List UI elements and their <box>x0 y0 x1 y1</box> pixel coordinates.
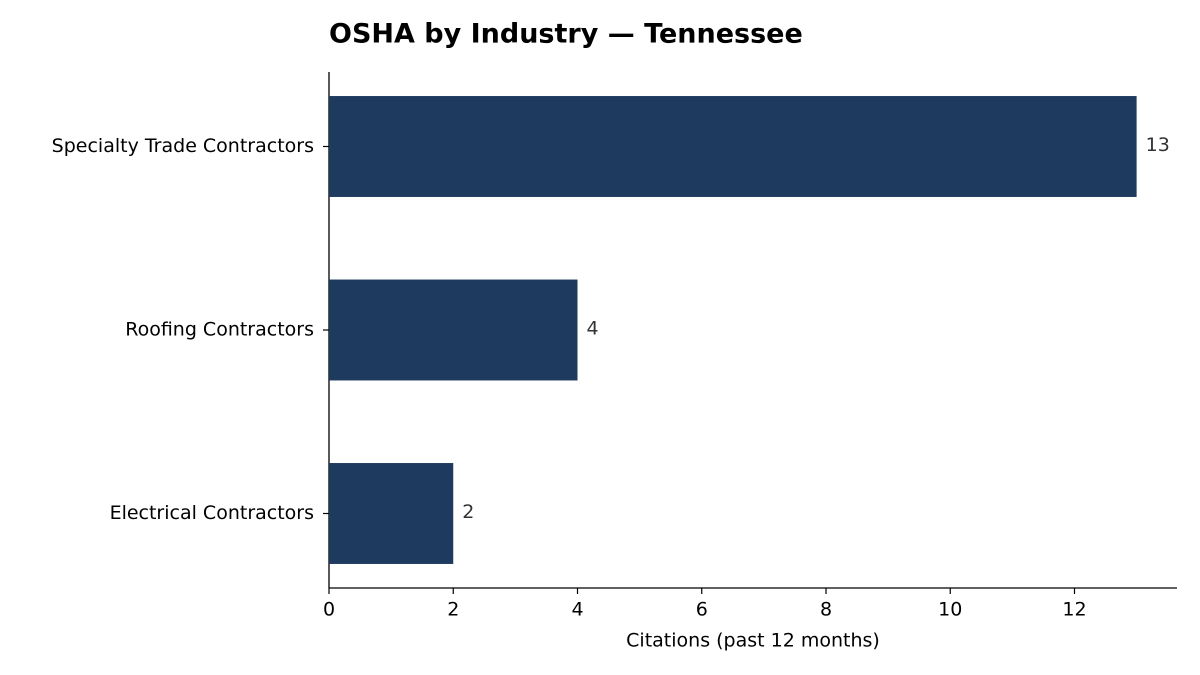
x-tick-label: 6 <box>696 599 708 621</box>
x-tick-label: 4 <box>571 599 583 621</box>
x-tick-label: 12 <box>1062 599 1086 621</box>
bar <box>329 279 578 381</box>
x-tick-label: 8 <box>820 599 832 621</box>
bar <box>329 463 454 564</box>
y-tick-label: Electrical Contractors <box>110 502 314 524</box>
y-tick-label: Specialty Trade Contractors <box>52 135 314 157</box>
value-label: 2 <box>462 501 474 523</box>
bar <box>329 96 1137 197</box>
x-tick-label: 2 <box>447 599 459 621</box>
chart-title: OSHA by Industry — Tennessee <box>329 19 803 50</box>
value-label: 13 <box>1146 134 1170 156</box>
y-tick-label: Roofing Contractors <box>125 319 314 341</box>
value-label: 4 <box>586 318 598 340</box>
x-tick-label: 0 <box>323 599 335 621</box>
x-axis-label: Citations (past 12 months) <box>626 630 880 652</box>
x-tick-label: 10 <box>938 599 962 621</box>
